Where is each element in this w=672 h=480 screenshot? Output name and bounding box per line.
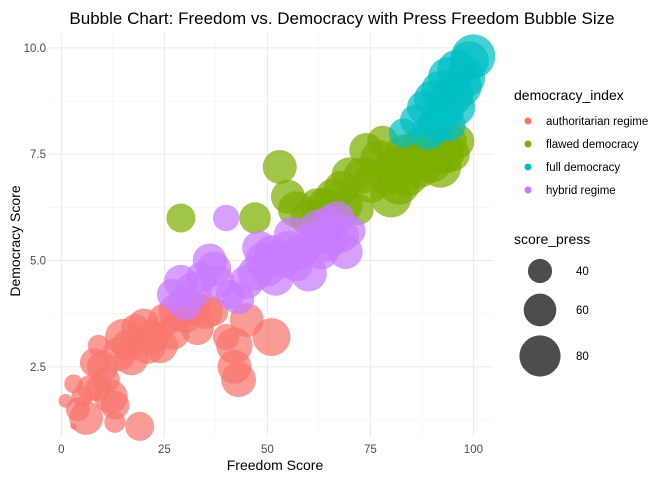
plot-points <box>58 34 496 441</box>
color-legend-title: democracy_index <box>514 87 624 103</box>
legend-color-label: full democracy <box>546 162 620 174</box>
bubble-point <box>438 89 476 126</box>
bubble-point <box>221 362 257 398</box>
legend-size-key <box>519 335 561 377</box>
x-tick-label: 25 <box>158 444 171 456</box>
legend-size-key <box>527 258 553 284</box>
legend-color-key <box>524 186 532 194</box>
y-axis-title: Democracy Score <box>7 185 23 296</box>
x-axis-ticks: 0 25 50 75 100 <box>58 444 483 456</box>
bubble-point <box>262 149 297 184</box>
bubble-point <box>252 318 291 357</box>
size-legend: 40 60 80 <box>519 258 589 377</box>
legend-size-label: 80 <box>576 351 589 363</box>
bubble-point <box>239 202 271 234</box>
bubble-point <box>334 214 366 247</box>
bubble-point <box>166 203 196 233</box>
y-tick-label: 7.5 <box>30 149 46 161</box>
bubble-point <box>69 400 104 435</box>
legend-size-label: 60 <box>576 305 589 317</box>
legend-color-label: flawed democracy <box>546 139 639 151</box>
bubble-point <box>104 411 126 433</box>
bubble-point <box>100 390 130 420</box>
bubble-point <box>212 204 240 232</box>
legend-color-label: hybrid regime <box>546 185 616 197</box>
x-tick-label: 0 <box>58 444 64 456</box>
y-tick-label: 10.0 <box>24 43 46 55</box>
color-legend: authoritarian regime flawed democracy full… <box>524 116 648 197</box>
legend-color-label: authoritarian regime <box>546 116 648 128</box>
x-axis-title: Freedom Score <box>227 457 324 473</box>
x-tick-label: 50 <box>261 444 274 456</box>
bubble-point <box>451 34 496 79</box>
x-tick-label: 75 <box>364 444 377 456</box>
legend-color-key <box>524 140 532 148</box>
legend-color-key <box>524 163 532 171</box>
x-tick-label: 100 <box>464 444 483 456</box>
chart-title: Bubble Chart: Freedom vs. Democracy with… <box>69 9 614 28</box>
bubble-point <box>85 374 112 402</box>
y-tick-label: 5.0 <box>30 256 46 268</box>
plot-grid <box>49 33 494 437</box>
size-legend-title: score_press <box>514 231 590 247</box>
bubble-point <box>125 411 155 441</box>
legend-color-key <box>524 117 532 125</box>
legend-size-key <box>523 293 557 327</box>
y-tick-label: 2.5 <box>30 362 46 374</box>
legend-size-label: 40 <box>576 266 589 278</box>
y-axis-ticks: 2.5 5.0 7.5 10.0 <box>24 43 46 374</box>
